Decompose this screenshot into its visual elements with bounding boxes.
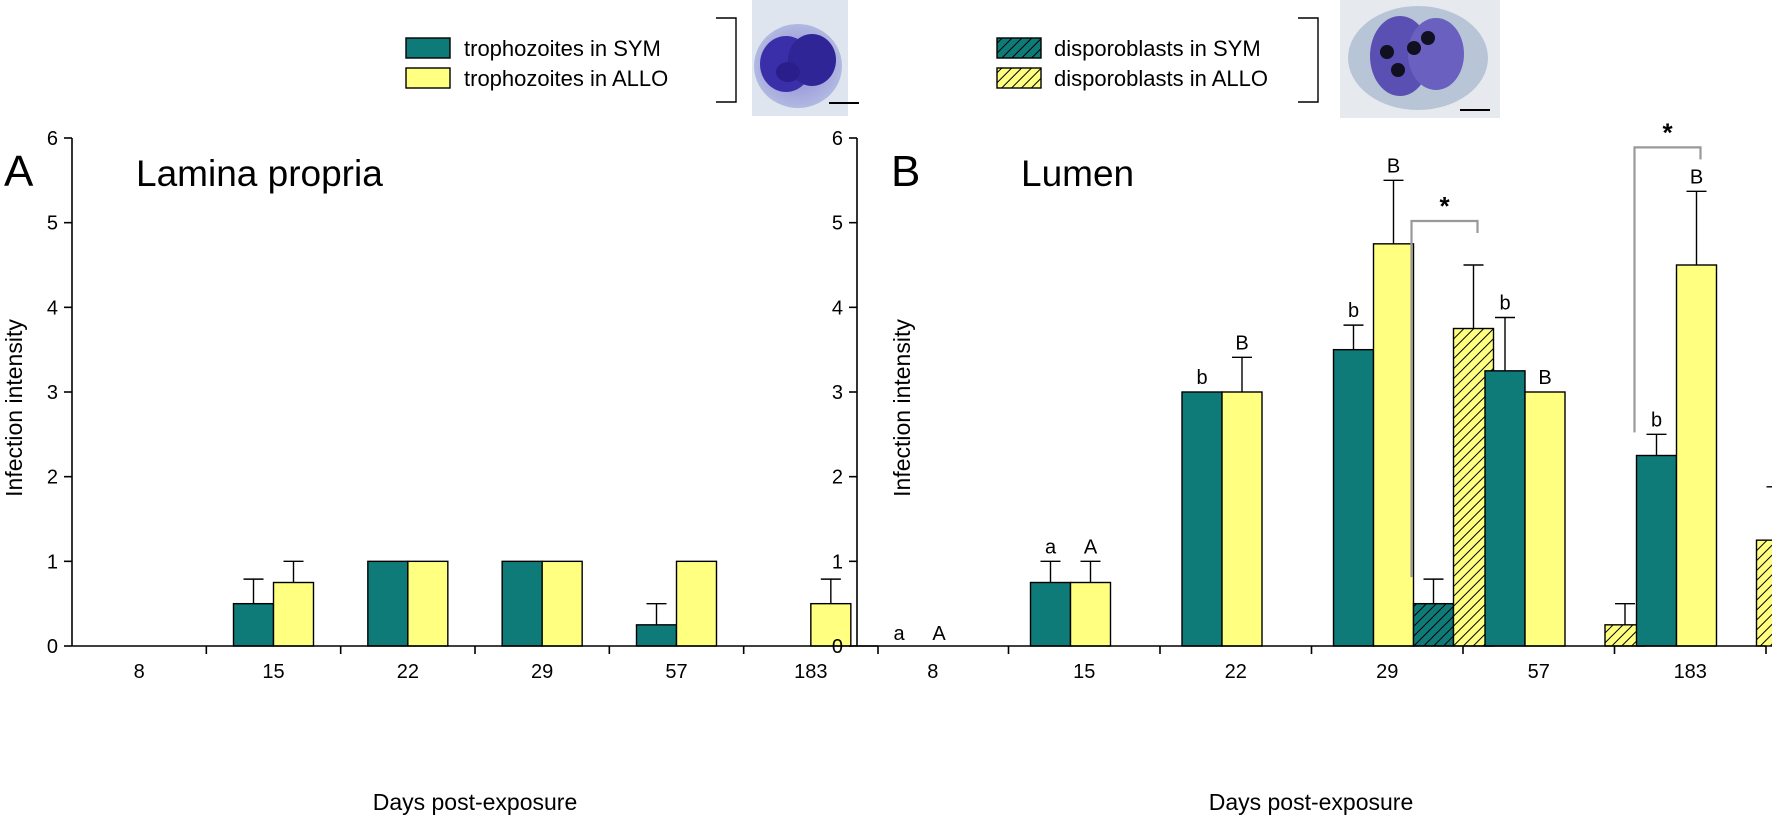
panel-title: Lumen xyxy=(1021,153,1134,194)
y-tick-label: 3 xyxy=(47,382,58,404)
legend-swatch-disporoblasts-sym xyxy=(996,37,1042,59)
x-tick-label: 57 xyxy=(1528,661,1550,683)
significance-label: a xyxy=(1045,536,1057,558)
x-axis-title: Days post-exposure xyxy=(373,789,578,815)
legend-label-trophozoites-sym: trophozoites in SYM xyxy=(464,36,661,61)
y-tick-label: 3 xyxy=(832,382,843,404)
significance-label: b xyxy=(1196,367,1207,389)
bar xyxy=(367,560,409,647)
y-tick-label: 5 xyxy=(47,213,58,235)
bar xyxy=(1221,391,1263,647)
bar xyxy=(635,624,678,647)
y-tick-label: 2 xyxy=(832,467,843,489)
y-tick-label: 6 xyxy=(47,128,58,150)
legend-disporoblasts: disporoblasts in SYM disporoblasts in AL… xyxy=(996,17,1319,103)
significance-label: b xyxy=(1348,300,1359,322)
bar xyxy=(407,560,449,647)
significance-bracket xyxy=(1410,219,1479,578)
axes: 0 1 2 3 4 5 6 8 15 22 29 57 183 xyxy=(832,128,1767,683)
y-tick-label: 1 xyxy=(832,551,843,573)
bar xyxy=(1069,581,1112,647)
legend-swatch-disporoblasts-allo xyxy=(996,67,1042,89)
bar xyxy=(232,602,275,647)
significance-label: A xyxy=(932,623,946,645)
bars: a Ab Bb Bb Bb Ba A * * xyxy=(893,117,1772,647)
bar xyxy=(810,602,852,647)
legend-label-trophozoites-allo: trophozoites in ALLO xyxy=(464,66,668,91)
micrograph-trophozoite xyxy=(752,0,859,116)
significance-label: B xyxy=(1690,166,1703,188)
bar xyxy=(501,560,543,647)
y-tick-label: 4 xyxy=(47,297,58,319)
x-tick-label: 22 xyxy=(1225,661,1247,683)
x-tick-label: 29 xyxy=(531,661,553,683)
y-tick-label: 0 xyxy=(47,636,58,658)
bar xyxy=(1635,454,1678,647)
panel-b: B Lumen a Ab Bb Bb Bb Ba A * * 0 1 2 3 4 5 6 8 15 22 29 57 1… xyxy=(832,117,1772,815)
x-tick-label: 15 xyxy=(262,661,284,683)
y-tick-label: 1 xyxy=(47,551,58,573)
bar xyxy=(1029,581,1072,647)
x-tick-label: 183 xyxy=(1674,661,1707,683)
significance-bracket xyxy=(1633,146,1702,433)
significance-label: B xyxy=(1387,155,1400,177)
y-tick-label: 0 xyxy=(832,636,843,658)
bar xyxy=(1524,391,1566,647)
panel-letter: A xyxy=(4,147,34,196)
y-axis-title: Infection intensity xyxy=(889,319,915,497)
y-tick-label: 5 xyxy=(832,213,843,235)
x-tick-label: 183 xyxy=(794,661,827,683)
x-tick-label: 22 xyxy=(397,661,419,683)
x-tick-label: 15 xyxy=(1073,661,1095,683)
significance-star: * xyxy=(1439,191,1450,221)
legend-swatch-trophozoites-allo xyxy=(405,67,451,89)
x-axis-title: Days post-exposure xyxy=(1209,789,1414,815)
significance-star: * xyxy=(1662,117,1673,147)
bar xyxy=(1412,602,1455,647)
significance-label: b xyxy=(1499,292,1510,314)
bar xyxy=(675,560,718,647)
significance-label: B xyxy=(1235,332,1248,354)
bar xyxy=(272,581,315,647)
legend-label-disporoblasts-sym: disporoblasts in SYM xyxy=(1054,36,1261,61)
bar xyxy=(1372,243,1415,647)
significance-label: A xyxy=(1084,536,1098,558)
panel-letter: B xyxy=(891,147,920,196)
y-tick-label: 6 xyxy=(832,128,843,150)
bar xyxy=(1675,264,1718,647)
panel-title: Lamina propria xyxy=(136,153,383,194)
bar xyxy=(1755,539,1772,647)
legend-bracket-disporoblasts xyxy=(1298,17,1319,103)
legend-swatch-trophozoites-sym xyxy=(405,37,451,59)
x-tick-label: 29 xyxy=(1376,661,1398,683)
y-axis-title: Infection intensity xyxy=(1,319,27,497)
y-tick-label: 4 xyxy=(832,297,843,319)
x-tick-label: 8 xyxy=(927,661,938,683)
x-tick-label: 57 xyxy=(665,661,687,683)
significance-label: b xyxy=(1651,409,1662,431)
y-tick-label: 2 xyxy=(47,467,58,489)
legend-label-disporoblasts-allo: disporoblasts in ALLO xyxy=(1054,66,1268,91)
legend-bracket-trophozoites xyxy=(716,17,737,103)
x-tick-label: 8 xyxy=(134,661,145,683)
significance-label: a xyxy=(893,623,905,645)
legend-trophozoites: trophozoites in SYM trophozoites in ALLO xyxy=(405,17,737,103)
bars xyxy=(232,560,852,647)
bar xyxy=(1332,348,1375,647)
bar xyxy=(541,560,583,647)
bar xyxy=(1484,370,1526,647)
significance-label: B xyxy=(1538,367,1551,389)
micrograph-disporoblast xyxy=(1340,0,1500,118)
bar xyxy=(1181,391,1223,647)
